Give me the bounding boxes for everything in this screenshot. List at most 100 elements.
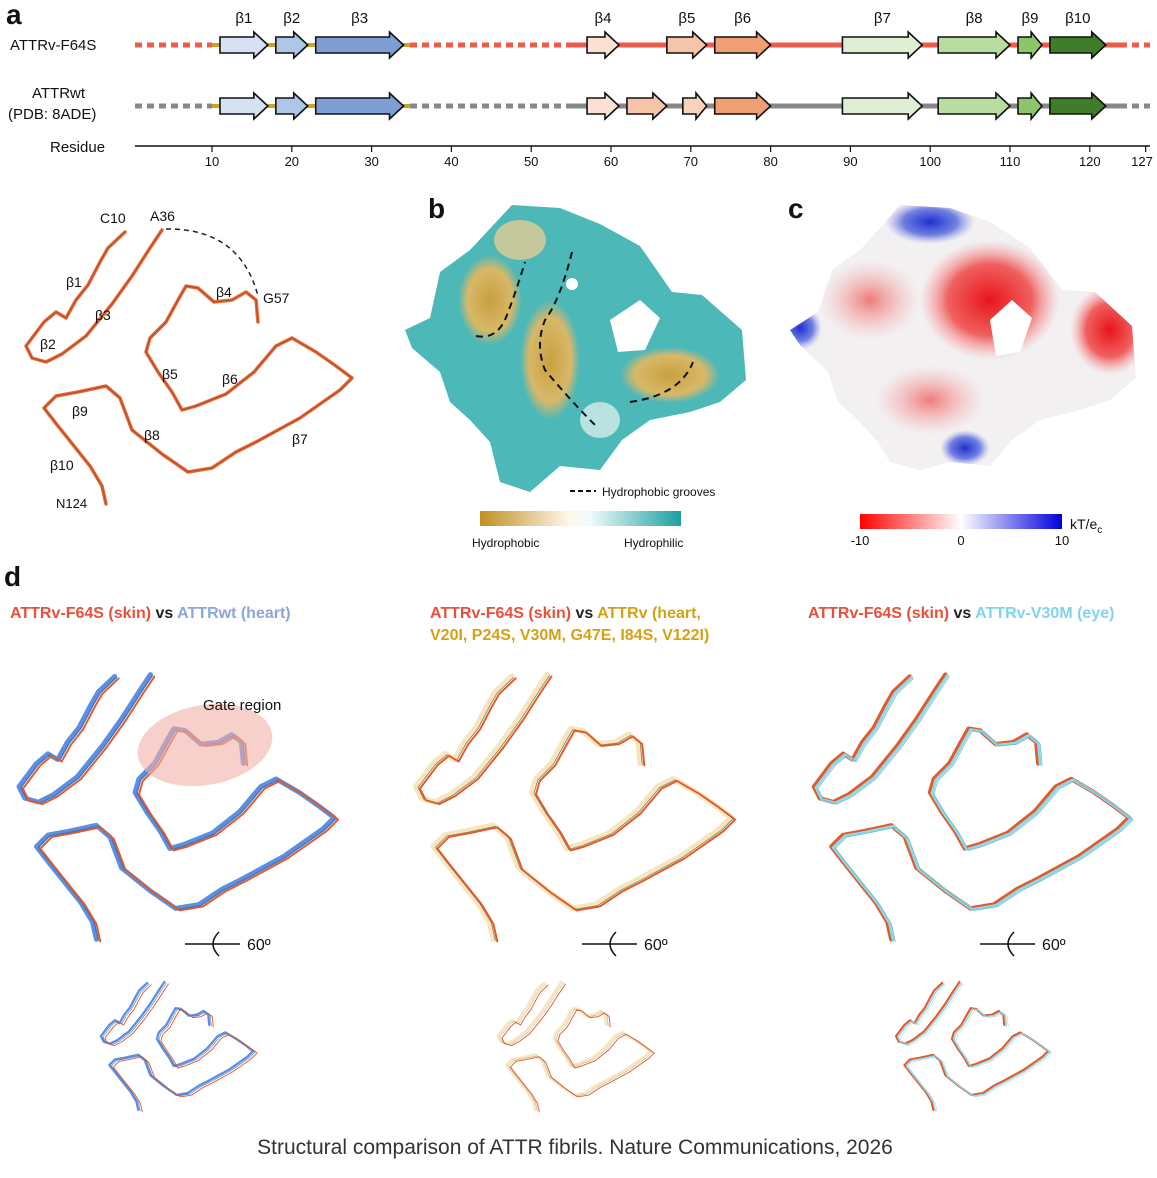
strand-arrow: [586, 30, 621, 60]
strand-label: β4: [216, 284, 232, 300]
fibril-trace-rotated: [899, 983, 1053, 1113]
strand-arrow: [219, 30, 270, 60]
colorbar-tick: 10: [1055, 533, 1069, 548]
tick-label: 110: [1000, 154, 1021, 169]
strand-arrow: [275, 30, 309, 60]
fibril-trace-rotated: [896, 982, 1048, 1110]
tick-label: 60: [604, 154, 618, 169]
hole: [610, 300, 660, 352]
fibril-trace: [417, 675, 734, 941]
panel-label: d: [4, 561, 21, 592]
grooves: [475, 251, 694, 426]
gate-label: Gate region: [203, 697, 281, 714]
hydrophobic-patch: [620, 347, 720, 403]
fibril-trace: [418, 675, 737, 943]
colorbar-unit: kT/ec: [1070, 516, 1102, 536]
fibril-trace-rotated: [499, 982, 653, 1112]
electrostatic-surface: [790, 205, 1136, 470]
row-label: (PDB: 8ADE): [8, 106, 96, 123]
tick-label: 120: [1079, 154, 1101, 169]
colorbar-ticks: -10 0 10: [851, 533, 1070, 548]
column-title: ATTRv-F64S (skin) vs ATTRv-V30M (eye): [808, 605, 1114, 622]
strand-arrow: [937, 30, 1012, 60]
rotation-arrow: [1007, 931, 1015, 957]
strand-arrow: [1049, 30, 1107, 60]
strand-label: β9: [1021, 10, 1038, 27]
tick-label: 90: [843, 154, 857, 169]
strand-arrow: [937, 91, 1012, 121]
title-part: ATTRv-F64S (skin): [808, 605, 949, 622]
strand-arrow: [219, 91, 270, 121]
groove: [539, 251, 596, 426]
strand-arrow: [586, 91, 621, 121]
patch: [580, 402, 620, 438]
panel-label: c: [788, 193, 804, 224]
fibril-trace-rotated: [102, 982, 256, 1112]
fibril-trace-rotated: [498, 982, 650, 1110]
strand-arrow: [314, 91, 405, 121]
tick-label: 50: [524, 154, 538, 169]
rotation-label: 60º: [1042, 937, 1066, 954]
strand-arrow: [275, 91, 309, 121]
colorbar-tick: 0: [957, 533, 964, 548]
unit: kT/e: [1070, 516, 1097, 532]
strand-arrow: [713, 91, 772, 121]
title-part: vs: [151, 605, 177, 622]
tick-label: 70: [684, 154, 698, 169]
strand-arrow: [713, 30, 772, 60]
column-title: ATTRv-F64S (skin) vs ATTRv (heart,: [430, 605, 701, 622]
fibril-trace-rotated: [500, 983, 656, 1113]
strand-label: β2: [283, 10, 300, 27]
strand-label: β10: [1065, 10, 1090, 27]
fibril-trace: [814, 675, 1129, 940]
tick-label: 40: [444, 154, 458, 169]
strand-label: β2: [40, 336, 56, 352]
title-part: ATTRv-F64S (skin): [430, 605, 571, 622]
tick-label: 127: [1131, 154, 1153, 169]
strand-label: β1: [66, 274, 82, 290]
strand-label: β8: [966, 10, 983, 27]
strand-arrow: [626, 91, 669, 121]
comparison-panels: ATTRv-F64S (skin) vs ATTRwt (heart) 60º AT…: [10, 605, 1134, 1113]
positive-patch: [885, 205, 975, 244]
strand-arrow: [666, 30, 708, 60]
gate-region: [137, 703, 273, 787]
hydrophobic-patch: [458, 255, 522, 345]
row-label: ATTRwt: [32, 85, 86, 102]
panel-label: b: [428, 193, 445, 224]
fibril-trace: [817, 676, 1134, 942]
colorbar-tick: -10: [851, 533, 870, 548]
strand-arrow: [1049, 91, 1107, 121]
hydrophobic-patch: [520, 300, 580, 420]
title-part: vs: [571, 605, 597, 622]
caption: Structural comparison of ATTR fibrils. N…: [257, 1136, 893, 1159]
legend-label: Hydrophobic grooves: [602, 485, 715, 499]
negative-patch: [920, 240, 1060, 360]
fibril-trace: [814, 674, 1133, 942]
structure-a: C10 A36 G57 β1 β2 β3 β4 β5 β6 β7 β8 β9 β…: [24, 208, 354, 511]
hydrophobicity-surface: [405, 205, 746, 492]
title-part: vs: [949, 605, 975, 622]
strand-label: β6: [222, 371, 238, 387]
tick-label: 30: [364, 154, 378, 169]
strand-label: β5: [678, 10, 695, 27]
title-part: ATTRv-V30M (eye): [975, 605, 1114, 622]
fibril-trace: [416, 675, 731, 940]
rotation-arrow: [212, 931, 220, 957]
ribbon-edge: [25, 229, 353, 505]
tick-label: 100: [919, 154, 941, 169]
strand-label: β10: [50, 457, 74, 473]
strand-label: β7: [874, 10, 891, 27]
title-part: ATTRv (heart,: [597, 605, 701, 622]
gap-line: [165, 228, 259, 297]
hole: [566, 278, 578, 290]
negative-patch: [1070, 285, 1136, 375]
colorbar-label: Hydrophobic: [472, 536, 539, 550]
residue-label: G57: [263, 290, 290, 306]
title-part: ATTRv-F64S (skin): [10, 605, 151, 622]
fibril-trace-rotated: [101, 982, 253, 1110]
row-label: ATTRv-F64S: [10, 37, 96, 54]
residue-label: A36: [150, 208, 175, 224]
